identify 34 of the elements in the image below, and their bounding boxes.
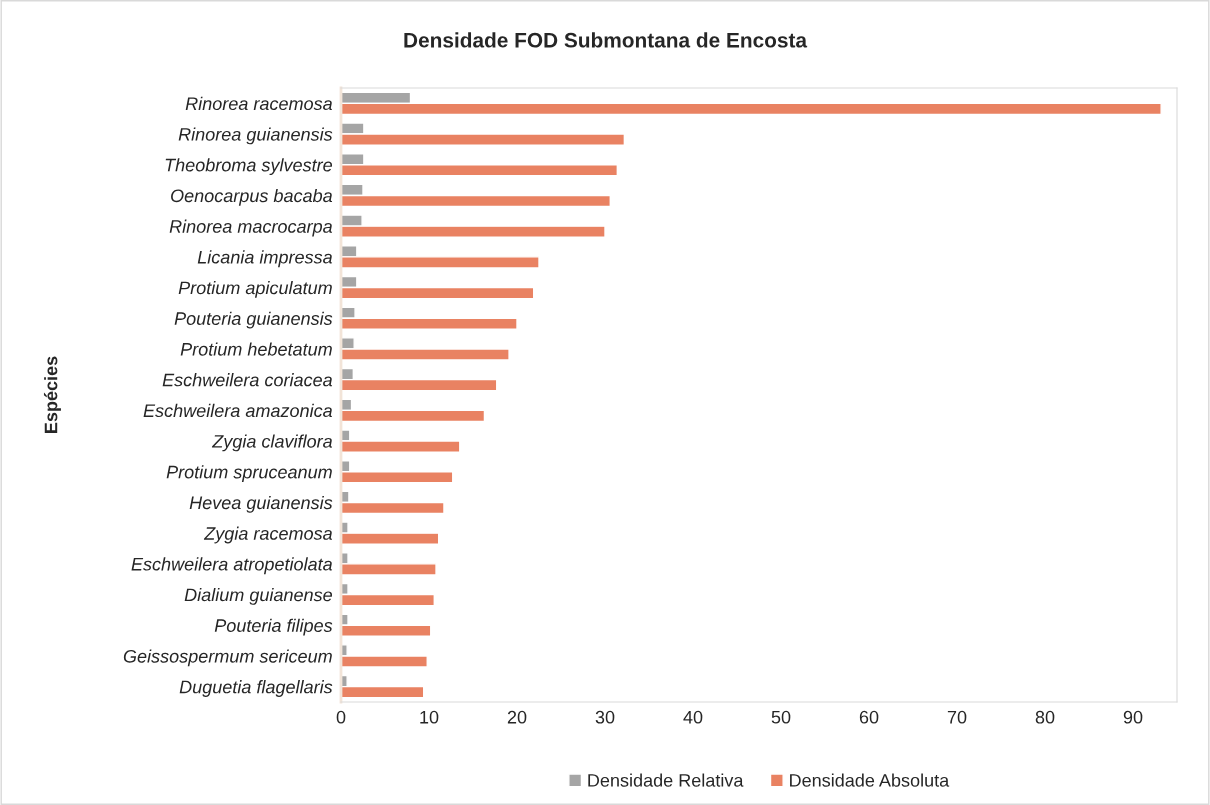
y-tick-label: Zygia racemosa	[203, 526, 333, 544]
y-tick-label: Rinorea macrocarpa	[169, 219, 333, 237]
y-axis-title: Espécies	[43, 356, 61, 433]
x-tick-label: 50	[771, 710, 791, 724]
y-tick-label: Hevea guianensis	[189, 495, 333, 513]
y-tick-label: Protium apiculatum	[178, 281, 332, 298]
chart-title: Densidade FOD Submontana de Encosta	[404, 32, 808, 48]
x-tick-label: 90	[1123, 710, 1143, 724]
x-tick-label: 40	[683, 710, 703, 724]
y-tick-label: Pouteria filipes	[214, 618, 333, 636]
x-tick-label: 0	[336, 710, 346, 724]
y-tick-label: Geissospermum sericeum	[123, 649, 332, 667]
x-tick-label: 60	[859, 710, 879, 724]
y-tick-label: Protium hebetatum	[180, 342, 332, 356]
legend-label: Densidade Relativa	[588, 773, 744, 787]
x-tick-label: 20	[507, 710, 527, 724]
y-tick-label: Rinorea guianensis	[178, 127, 333, 145]
y-tick-label: Protium spruceanum	[166, 465, 332, 483]
legend-label: Densidade Absoluta	[790, 773, 950, 787]
x-tick-label: 10	[420, 710, 439, 724]
y-tick-label: Licania impressa	[197, 250, 333, 268]
y-tick-label: Duguetia flagellaris	[179, 680, 333, 697]
y-tick-label: Pouteria guianensis	[174, 311, 333, 329]
y-tick-label: Theobroma sylvestre	[165, 158, 333, 176]
y-tick-label: Eschweilera atropetiolata	[131, 557, 333, 575]
x-tick-label: 80	[1035, 710, 1055, 724]
y-tick-label: Oenocarpus bacaba	[171, 188, 333, 206]
x-tick-label: 70	[947, 710, 967, 724]
y-tick-label: Eschweilera amazonica	[143, 403, 333, 418]
y-tick-label: Dialium guianense	[184, 588, 333, 605]
y-tick-label: Rinorea racemosa	[185, 96, 333, 111]
y-tick-label: Eschweilera coriacea	[162, 373, 333, 387]
x-tick-label: 30	[595, 710, 615, 724]
y-tick-label: Zygia claviflora	[211, 434, 333, 452]
